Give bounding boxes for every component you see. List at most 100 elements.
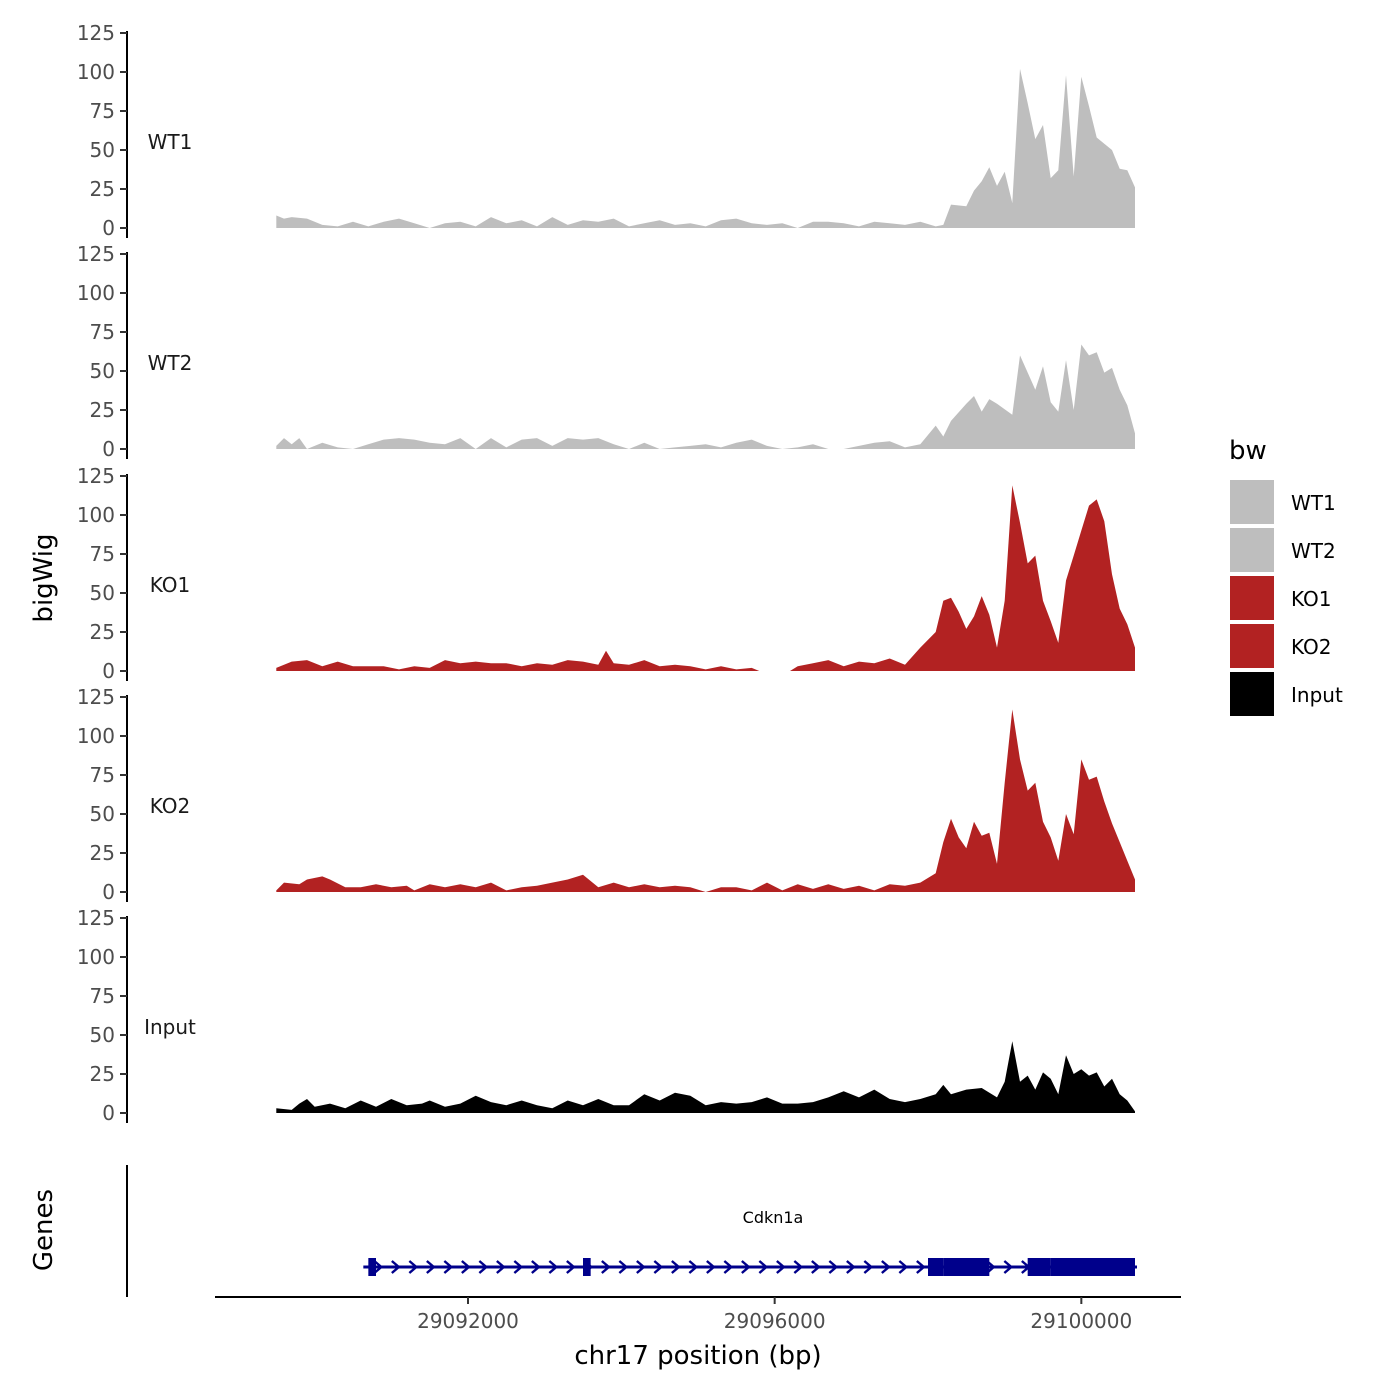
x-axis: 29092000 29096000 29100000 chr17 position … xyxy=(215,1296,1181,1371)
strand-arrow xyxy=(671,1260,681,1274)
strand-arrow xyxy=(828,1260,839,1274)
strand-arrow xyxy=(793,1260,804,1274)
x-tick-label: 29092000 xyxy=(417,1309,519,1333)
strand-arrow xyxy=(653,1260,664,1274)
y-tick-label: 100 xyxy=(77,60,115,84)
coverage-area-input xyxy=(276,1041,1135,1113)
strand-arrow xyxy=(373,1260,384,1274)
coverage-area-wt1 xyxy=(276,68,1135,229)
y-tick-label: 25 xyxy=(90,177,115,201)
x-tick-label: 29100000 xyxy=(1030,1309,1132,1333)
y-tick-label: 25 xyxy=(90,1062,115,1086)
track-panels: 0 25 50 75 100 125 WT1 0 25 50 75 100 125 WT2 0 25 50 75 1… xyxy=(77,21,1135,1125)
y-tick-label: 50 xyxy=(90,581,115,605)
track-label-ko2: KO2 xyxy=(150,794,191,818)
track-panel-wt2: 0 25 50 75 100 125 WT2 xyxy=(77,242,1135,461)
x-axis-title: chr17 position (bp) xyxy=(574,1341,821,1371)
strand-arrow xyxy=(863,1260,874,1274)
x-axis-ticks: 29092000 29096000 29100000 xyxy=(417,1297,1132,1333)
legend-label: WT2 xyxy=(1291,539,1336,563)
gene-exon xyxy=(583,1258,591,1276)
strand-arrow xyxy=(758,1260,769,1274)
track-panel-ko2: 0 25 50 75 100 125 KO2 xyxy=(77,685,1135,904)
track-label-ko1: KO1 xyxy=(150,573,191,597)
legend-label: KO1 xyxy=(1291,587,1332,611)
y-tick-label: 75 xyxy=(90,984,115,1008)
y-tick-label: 25 xyxy=(90,841,115,865)
strand-arrow xyxy=(548,1260,559,1274)
legend-item-input: Input xyxy=(1230,672,1343,716)
track-label-input: Input xyxy=(144,1015,196,1039)
y-tick-label: 0 xyxy=(102,437,115,461)
y-tick-label: 0 xyxy=(102,659,115,683)
legend-swatch xyxy=(1230,624,1274,668)
gene-track-panel: Genes Cdkn1a xyxy=(29,1165,1137,1297)
legend-swatch xyxy=(1230,480,1274,524)
strand-arrow xyxy=(1003,1260,1014,1274)
track-panel-wt1: 0 25 50 75 100 125 WT1 xyxy=(77,21,1135,240)
strand-arrow xyxy=(513,1260,524,1274)
gene-exon xyxy=(1027,1258,1051,1276)
strand-arrow xyxy=(916,1260,926,1274)
y-tick-label: 100 xyxy=(77,945,115,969)
strand-arrow xyxy=(776,1260,786,1274)
track-label-wt1: WT1 xyxy=(148,130,193,154)
gene-model-cdkn1a xyxy=(363,1258,1137,1276)
y-tick-label: 75 xyxy=(90,99,115,123)
strand-arrow xyxy=(636,1260,646,1274)
y-tick-label: 25 xyxy=(90,398,115,422)
y-tick-label: 125 xyxy=(77,21,115,45)
legend-swatch xyxy=(1230,672,1274,716)
strand-arrow xyxy=(898,1260,909,1274)
y-tick-label: 75 xyxy=(90,320,115,344)
strand-arrow xyxy=(706,1260,716,1274)
strand-arrow xyxy=(688,1260,699,1274)
y-tick-label: 125 xyxy=(77,906,115,930)
strand-arrow xyxy=(461,1260,471,1274)
legend-item-ko2: KO2 xyxy=(1230,624,1332,668)
y-tick-label: 125 xyxy=(77,464,115,488)
gene-exon xyxy=(368,1258,376,1276)
strand-arrow xyxy=(478,1260,489,1274)
gene-label-cdkn1a: Cdkn1a xyxy=(743,1208,804,1227)
strand-arrow xyxy=(741,1260,751,1274)
strand-arrow xyxy=(566,1260,576,1274)
legend-label: Input xyxy=(1291,683,1343,707)
legend-items: WT1 WT2 KO1 KO2 Input xyxy=(1230,480,1343,716)
y-tick-label: 75 xyxy=(90,763,115,787)
strand-arrow xyxy=(408,1260,419,1274)
legend-item-wt2: WT2 xyxy=(1230,528,1336,572)
strand-arrow xyxy=(881,1260,891,1274)
legend-title: bw xyxy=(1229,436,1267,466)
y-tick-label: 125 xyxy=(77,242,115,266)
legend-label: WT1 xyxy=(1291,491,1336,515)
y-tick-label: 0 xyxy=(102,880,115,904)
y-tick-label: 0 xyxy=(102,1101,115,1125)
strand-arrow xyxy=(618,1260,629,1274)
gene-exon xyxy=(928,1258,944,1276)
x-tick-label: 29096000 xyxy=(724,1309,826,1333)
coverage-area-ko1 xyxy=(276,485,1135,671)
y-tick-label: 50 xyxy=(90,138,115,162)
y-tick-label: 125 xyxy=(77,685,115,709)
track-label-wt2: WT2 xyxy=(148,351,193,375)
y-tick-label: 50 xyxy=(90,359,115,383)
strand-arrow xyxy=(811,1260,821,1274)
strand-arrow xyxy=(496,1260,506,1274)
strand-arrow xyxy=(531,1260,541,1274)
y-tick-label: 50 xyxy=(90,1023,115,1047)
y-axis-title: bigWig xyxy=(29,533,59,622)
legend-item-wt1: WT1 xyxy=(1230,480,1336,524)
legend-label: KO2 xyxy=(1291,635,1332,659)
strand-arrow xyxy=(391,1260,401,1274)
strand-arrow xyxy=(426,1260,436,1274)
track-panel-input: 0 25 50 75 100 125 Input xyxy=(77,906,1135,1125)
gene-exon xyxy=(943,1258,990,1276)
genes-axis-title: Genes xyxy=(29,1189,59,1271)
y-tick-label: 50 xyxy=(90,802,115,826)
gene-exon xyxy=(1050,1258,1135,1276)
y-tick-label: 0 xyxy=(102,216,115,240)
legend-item-ko1: KO1 xyxy=(1230,576,1332,620)
y-tick-label: 100 xyxy=(77,281,115,305)
track-panel-ko1: 0 25 50 75 100 125 KO1 xyxy=(77,464,1135,683)
